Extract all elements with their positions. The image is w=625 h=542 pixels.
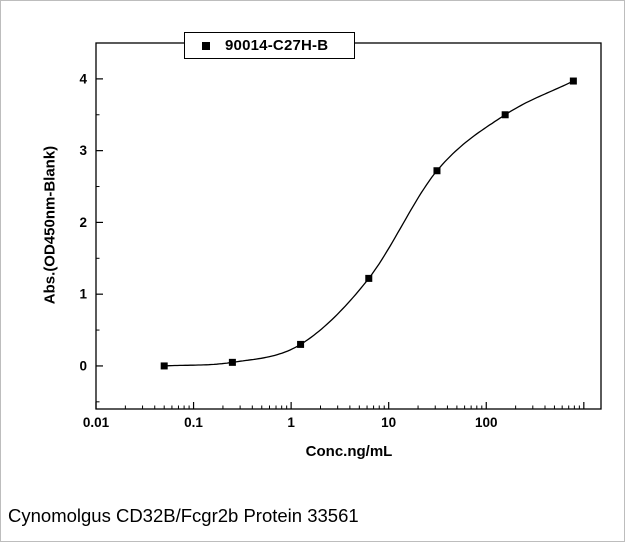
data-point-marker xyxy=(569,77,577,85)
elisa-binding-plot: 0.01 0.1 1 10 100 0 1 2 3 4 xyxy=(79,42,602,430)
data-point-marker xyxy=(433,167,441,175)
figure-caption: Cynomolgus CD32B/Fcgr2b Protein 33561 xyxy=(8,505,359,526)
svg-text:0.01: 0.01 xyxy=(83,415,110,430)
plot-border xyxy=(95,42,602,410)
svg-text:100: 100 xyxy=(475,415,498,430)
svg-text:4: 4 xyxy=(79,71,87,86)
y-axis-ticks: 0 1 2 3 4 xyxy=(79,42,103,403)
svg-text:10: 10 xyxy=(381,415,396,430)
legend: 90014-C27H-B xyxy=(184,32,356,59)
legend-square-marker-icon xyxy=(202,41,210,50)
legend-label: 90014-C27H-B xyxy=(225,37,329,54)
data-point-marker xyxy=(501,111,509,119)
svg-text:1: 1 xyxy=(79,287,87,302)
svg-text:2: 2 xyxy=(79,215,87,230)
svg-text:0.1: 0.1 xyxy=(184,415,203,430)
y-axis-label: Abs.(OD450nm-Blank) xyxy=(41,145,59,305)
svg-text:1: 1 xyxy=(287,415,295,430)
svg-text:0: 0 xyxy=(79,358,87,373)
svg-text:3: 3 xyxy=(79,143,87,158)
x-axis-label: Conc.ng/mL xyxy=(305,443,393,460)
data-point-marker xyxy=(365,274,373,282)
fit-curve xyxy=(164,80,574,367)
x-axis-ticks: 0.01 0.1 1 10 100 xyxy=(83,402,585,430)
data-point-marker xyxy=(297,340,305,348)
data-point-marker xyxy=(160,362,168,370)
data-points xyxy=(160,77,577,370)
data-point-marker xyxy=(228,358,236,366)
